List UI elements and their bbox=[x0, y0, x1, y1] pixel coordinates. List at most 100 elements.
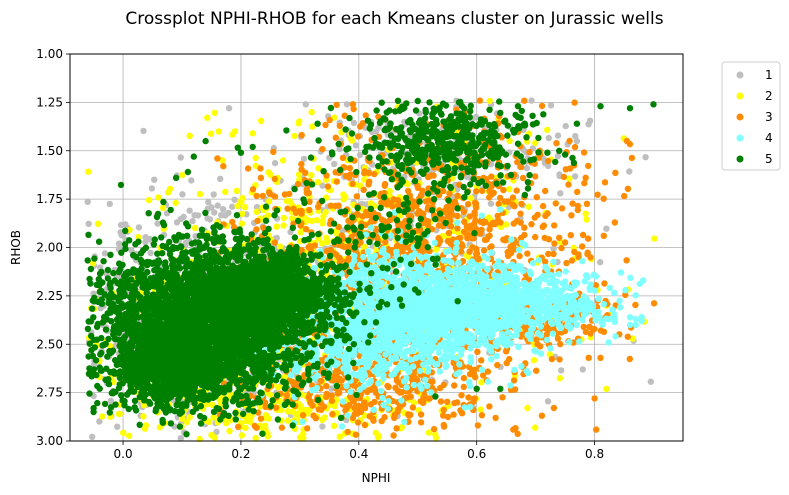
scatter-point bbox=[305, 393, 312, 401]
scatter-point bbox=[155, 194, 162, 201]
scatter-point bbox=[440, 421, 447, 429]
scatter-point bbox=[265, 415, 272, 422]
data-points bbox=[84, 97, 658, 443]
scatter-point bbox=[550, 250, 557, 258]
scatter-point bbox=[141, 425, 149, 432]
scatter-point bbox=[440, 257, 447, 264]
scatter-point bbox=[322, 121, 329, 129]
scatter-point bbox=[336, 122, 343, 129]
scatter-point bbox=[340, 196, 347, 203]
scatter-point bbox=[453, 239, 460, 247]
scatter-point bbox=[366, 413, 373, 420]
scatter-point bbox=[445, 229, 453, 237]
scatter-point bbox=[473, 251, 480, 258]
scatter-point bbox=[319, 145, 326, 153]
scatter-point bbox=[623, 257, 630, 264]
scatter-point bbox=[600, 232, 607, 239]
scatter-point bbox=[541, 234, 548, 242]
scatter-point bbox=[597, 259, 604, 266]
scatter-point bbox=[513, 187, 520, 194]
scatter-point bbox=[336, 389, 343, 397]
scatter-point bbox=[323, 382, 330, 390]
scatter-point bbox=[567, 232, 574, 239]
scatter-point bbox=[483, 236, 490, 243]
scatter-point bbox=[352, 142, 360, 149]
scatter-point bbox=[460, 374, 468, 382]
scatter-point bbox=[451, 399, 458, 407]
scatter-point bbox=[624, 185, 632, 192]
scatter-point bbox=[354, 133, 362, 140]
scatter-point bbox=[575, 251, 582, 258]
scatter-point bbox=[450, 411, 457, 418]
scatter-point bbox=[348, 281, 355, 288]
scatter-point bbox=[550, 245, 557, 252]
scatter-point bbox=[486, 226, 493, 233]
scatter-point bbox=[115, 410, 123, 418]
scatter-point bbox=[222, 417, 229, 425]
scatter-point bbox=[298, 207, 305, 215]
scatter-point bbox=[375, 124, 382, 131]
scatter-point bbox=[312, 415, 319, 422]
scatter-point bbox=[574, 202, 582, 210]
scatter-point bbox=[456, 369, 463, 376]
scatter-point bbox=[284, 417, 291, 424]
scatter-point bbox=[585, 354, 592, 361]
scatter-point bbox=[306, 206, 313, 214]
scatter-point bbox=[331, 402, 338, 410]
scatter-point bbox=[196, 190, 204, 198]
scatter-point bbox=[179, 171, 186, 179]
scatter-point bbox=[572, 133, 579, 140]
scatter-point bbox=[568, 257, 576, 264]
scatter-point bbox=[140, 413, 147, 420]
scatter-point bbox=[321, 414, 328, 421]
scatter-point bbox=[257, 174, 265, 181]
scatter-point bbox=[526, 148, 533, 156]
scatter-point bbox=[437, 398, 445, 405]
scatter-point bbox=[477, 406, 484, 413]
scatter-point bbox=[319, 423, 326, 430]
scatter-point bbox=[343, 101, 351, 108]
scatter-point bbox=[500, 186, 507, 194]
scatter-point bbox=[349, 180, 356, 188]
scatter-point bbox=[484, 255, 491, 262]
scatter-point bbox=[165, 189, 172, 196]
scatter-point bbox=[494, 337, 502, 344]
scatter-point bbox=[302, 226, 310, 233]
scatter-point bbox=[214, 155, 221, 162]
scatter-point bbox=[454, 225, 461, 232]
scatter-point bbox=[360, 253, 367, 261]
scatter-point bbox=[595, 295, 602, 303]
scatter-point bbox=[289, 378, 296, 386]
scatter-point bbox=[253, 192, 260, 200]
scatter-point bbox=[252, 154, 259, 162]
scatter-point bbox=[431, 239, 438, 246]
scatter-point bbox=[390, 432, 397, 439]
scatter-point bbox=[172, 199, 179, 206]
scatter-point bbox=[375, 380, 382, 387]
scatter-point bbox=[236, 198, 244, 205]
scatter-point bbox=[342, 172, 350, 180]
scatter-point bbox=[556, 234, 563, 241]
scatter-point bbox=[218, 212, 225, 219]
scatter-point bbox=[547, 345, 554, 352]
scatter-point bbox=[478, 366, 486, 373]
scatter-point bbox=[99, 413, 106, 420]
scatter-point bbox=[259, 192, 266, 200]
scatter-point bbox=[538, 102, 546, 110]
scatter-point bbox=[148, 185, 156, 192]
scatter-point bbox=[524, 404, 531, 412]
scatter-point bbox=[466, 371, 474, 378]
scatter-point bbox=[626, 140, 634, 148]
scatter-point bbox=[430, 172, 437, 179]
scatter-point bbox=[461, 218, 468, 225]
scatter-point bbox=[429, 378, 436, 385]
scatter-point bbox=[283, 392, 290, 399]
scatter-point bbox=[308, 172, 315, 179]
scatter-point bbox=[94, 220, 102, 227]
scatter-point bbox=[211, 209, 218, 216]
scatter-point bbox=[357, 123, 364, 130]
scatter-point bbox=[632, 301, 639, 309]
scatter-point bbox=[219, 206, 227, 213]
scatter-point bbox=[628, 154, 636, 162]
scatter-point bbox=[533, 367, 540, 374]
